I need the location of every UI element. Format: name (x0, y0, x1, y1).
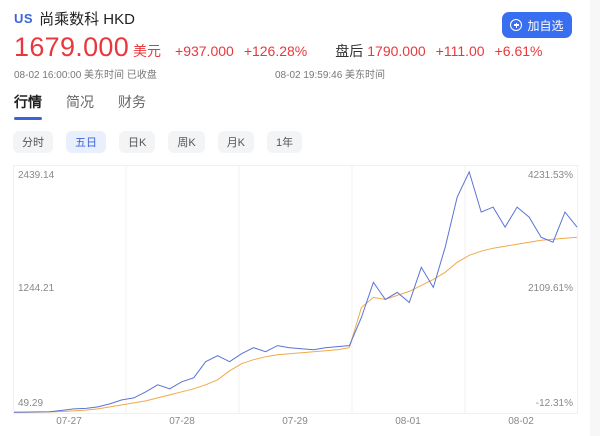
period-5day[interactable]: 五日 (66, 131, 106, 153)
price-change: +937.000 (175, 43, 234, 59)
after-hours-time: 08-02 19:59:46 美东时间 (275, 70, 386, 81)
stock-name: 尚乘数科 HKD (39, 10, 135, 28)
y-axis-mid: 1244.21 (18, 283, 55, 294)
x-axis-label: 07-27 (56, 416, 82, 427)
close-time: 08-02 16:00:00 美东时间 已收盘 (14, 70, 157, 81)
y-axis-right-mid: 2109.61% (527, 283, 573, 294)
after-hours-pct: +6.61% (494, 43, 543, 59)
chart-canvas (13, 165, 578, 414)
period-intraday[interactable]: 分时 (13, 131, 53, 153)
price-line (13, 170, 578, 413)
plus-circle-icon (510, 19, 523, 31)
period-selector: 分时 五日 日K 周K 月K 1年 (13, 131, 303, 153)
x-axis-label: 08-02 (508, 416, 534, 427)
y-axis-right-min: -12.31% (535, 398, 573, 409)
last-price: 1679.000 (14, 32, 130, 62)
market-tag: US (14, 10, 34, 26)
y-axis-max: 2439.14 (18, 170, 55, 181)
section-tabs: 行情 简况 财务 (14, 92, 146, 120)
period-1year[interactable]: 1年 (267, 131, 303, 153)
y-axis-right-max: 4231.53% (527, 170, 573, 181)
x-axis-label: 07-28 (169, 416, 195, 427)
average-price-line (13, 236, 578, 413)
title-row: US 尚乘数科 HKD (14, 8, 584, 28)
tab-quote[interactable]: 行情 (14, 92, 42, 120)
price-row: 1679.000 美元 +937.000 +126.28% 盘后 1790.00… (14, 32, 542, 63)
after-hours-change: +111.00 (435, 43, 485, 59)
price-chart[interactable]: 2439.14 1244.21 49.29 4231.53% 2109.61% … (13, 165, 578, 427)
add-to-watchlist-button[interactable]: 加自选 (502, 12, 572, 38)
x-axis-label: 08-01 (395, 416, 421, 427)
chart-grid (13, 165, 578, 414)
tab-financials[interactable]: 财务 (118, 94, 146, 110)
tab-profile[interactable]: 简况 (66, 94, 94, 110)
after-hours-price: 1790.000 (367, 43, 426, 59)
period-monthly-k[interactable]: 月K (217, 131, 255, 153)
scrollbar-gutter[interactable] (590, 0, 600, 436)
quote-header: US 尚乘数科 HKD 加自选 1679.000 美元 +937.000 +12… (14, 8, 584, 81)
y-axis-min: 49.29 (18, 398, 44, 409)
period-weekly-k[interactable]: 周K (168, 131, 205, 153)
after-hours-label: 盘后 (335, 43, 364, 59)
watch-button-label: 加自选 (527, 18, 564, 33)
currency: 美元 (133, 43, 162, 59)
x-axis-label: 07-29 (282, 416, 308, 427)
period-daily-k[interactable]: 日K (119, 131, 156, 153)
price-change-pct: +126.28% (243, 43, 308, 59)
